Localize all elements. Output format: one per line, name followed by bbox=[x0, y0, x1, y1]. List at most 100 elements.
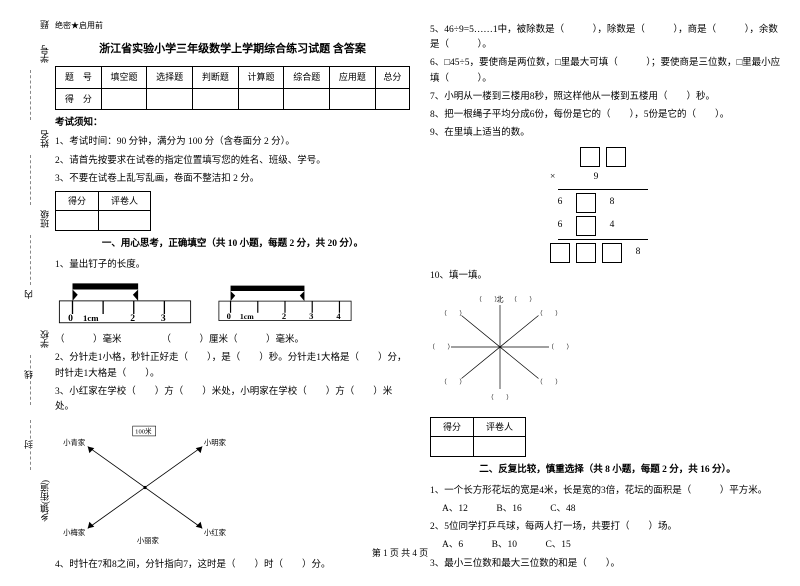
blank-box bbox=[580, 147, 600, 167]
blank-box bbox=[576, 193, 596, 213]
cell: 得分 bbox=[431, 417, 474, 436]
margin-cut-feng: 封 bbox=[22, 440, 35, 449]
page-footer: 第 1 页 共 4 页 bbox=[0, 546, 800, 559]
secret-label: 绝密★启用前 bbox=[55, 20, 410, 33]
margin-label-xuehao: 学号 bbox=[38, 45, 51, 63]
cell: 判断题 bbox=[193, 67, 239, 88]
multiplication-work: × 9 6 8 6 4 8 bbox=[550, 147, 785, 262]
margin-line bbox=[30, 70, 31, 120]
svg-text:0: 0 bbox=[68, 313, 73, 324]
svg-text:（ ）: （ ） bbox=[487, 394, 512, 401]
ruler-a-icon: 0 1cm 2 3 bbox=[55, 279, 195, 327]
blank-box bbox=[576, 216, 596, 236]
margin-line bbox=[30, 420, 31, 470]
margin-line bbox=[30, 235, 31, 285]
svg-text:3: 3 bbox=[161, 313, 166, 324]
q2: 2、分针走1小格，秒针正好走（ ），是（ ）秒。分针走1大格是（ ）分，时针走1… bbox=[55, 351, 410, 381]
q9: 9、在里填上适当的数。 bbox=[430, 126, 785, 141]
cell bbox=[99, 211, 151, 230]
digit: 9 bbox=[586, 170, 606, 185]
margin-cut-nei: 内 bbox=[22, 290, 35, 299]
cell bbox=[147, 88, 193, 109]
cell bbox=[56, 211, 99, 230]
digit: 8 bbox=[602, 195, 622, 210]
score-table: 题 号 填空题 选择题 判断题 计算题 综合题 应用题 总分 得 分 bbox=[55, 66, 410, 110]
left-column: 绝密★启用前 浙江省实验小学三年级数学上学期综合练习试题 含答案 题 号 填空题… bbox=[55, 20, 410, 576]
mult-sign: × bbox=[550, 170, 560, 185]
digit: 4 bbox=[602, 218, 622, 233]
svg-text:（ ）: （ ） bbox=[441, 310, 466, 317]
q8: 8、把一根绳子平均分成6份，每份是它的（ ），5份是它的（ ）。 bbox=[430, 108, 785, 123]
svg-text:小红家: 小红家 bbox=[204, 528, 227, 537]
cell bbox=[431, 437, 474, 456]
marker-table: 得分评卷人 bbox=[55, 191, 151, 231]
marker-table-2: 得分评卷人 bbox=[430, 417, 526, 457]
margin-label-class: 班级 bbox=[38, 210, 51, 228]
blank-box bbox=[550, 243, 570, 263]
q10: 10、填一填。 bbox=[430, 269, 785, 284]
exam-title: 浙江省实验小学三年级数学上学期综合练习试题 含答案 bbox=[55, 41, 410, 59]
svg-text:小青家: 小青家 bbox=[63, 438, 86, 447]
svg-text:2: 2 bbox=[282, 311, 286, 321]
svg-text:北: 北 bbox=[497, 295, 504, 303]
svg-text:3: 3 bbox=[309, 311, 313, 321]
q6: 6、□45÷5，要使商是两位数，□里最大可填（ ）；要使商是三位数，□里最小应填… bbox=[430, 56, 785, 86]
svg-text:0: 0 bbox=[227, 311, 231, 321]
cell bbox=[330, 88, 376, 109]
ruler-a-label: （ ）毫米 bbox=[55, 333, 122, 348]
digit: 8 bbox=[628, 245, 648, 260]
notice-item: 1、考试时间：90 分钟，满分为 100 分（含卷面分 2 分）。 bbox=[55, 135, 410, 150]
cell: 计算题 bbox=[238, 67, 284, 88]
cell: 得 分 bbox=[56, 88, 102, 109]
q1: 1、量出钉子的长度。 bbox=[55, 258, 410, 273]
cell: 总分 bbox=[375, 67, 409, 88]
section2-heading: 二、反复比较，慎重选择（共 8 小题，每题 2 分，共 16 分）。 bbox=[430, 463, 785, 478]
margin-line bbox=[30, 355, 31, 405]
notice-item: 2、请首先按要求在试卷的指定位置填写您的姓名、班级、学号。 bbox=[55, 154, 410, 169]
q4: 4、时针在7和8之间，分针指向7，这时是（ ）时（ ）分。 bbox=[55, 558, 410, 573]
blank-box bbox=[576, 243, 596, 263]
cell bbox=[474, 437, 526, 456]
svg-text:（ ）: （ ） bbox=[548, 344, 570, 351]
svg-text:1cm: 1cm bbox=[83, 313, 99, 323]
cell: 应用题 bbox=[330, 67, 376, 88]
margin-cut-xian: 线 bbox=[22, 370, 35, 379]
svg-text:小梅家: 小梅家 bbox=[63, 528, 86, 537]
q3: 3、小红家在学校（ ）方（ ）米处，小明家在学校（ ）方（ ）米处。 bbox=[55, 385, 410, 415]
cell: 选择题 bbox=[147, 67, 193, 88]
blank-box bbox=[606, 147, 626, 167]
svg-text:1cm: 1cm bbox=[240, 312, 254, 321]
cell bbox=[375, 88, 409, 109]
digit: 6 bbox=[550, 218, 570, 233]
cell: 综合题 bbox=[284, 67, 330, 88]
cell: 填空题 bbox=[101, 67, 147, 88]
s2q2: 2、5位同学打乒乓球，每两人打一场，共要打（ ）场。 bbox=[430, 520, 785, 535]
q7: 7、小明从一楼到三楼用8秒，照这样他从一楼到五楼用（ ）秒。 bbox=[430, 90, 785, 105]
ruler-b-icon: 0 1cm 2 3 4 bbox=[215, 279, 355, 327]
compass-icon: （ ） 北 （ ） （ ） （ ） （ ） （ ） （ ） （ ） （ ） bbox=[430, 291, 570, 403]
cell: 得分 bbox=[56, 191, 99, 210]
s2q1: 1、一个长方形花坛的宽是4米，长是宽的3倍，花坛的面积是（ ）平方米。 bbox=[430, 484, 785, 499]
notice-item: 3、不要在试卷上乱写乱画，卷面不整洁扣 2 分。 bbox=[55, 172, 410, 187]
binding-margin: 题 学号 姓名 班级 内 学校 线 封 乡镇(街道) bbox=[0, 0, 55, 565]
digit: 6 bbox=[550, 195, 570, 210]
notice-heading: 考试须知： bbox=[55, 116, 410, 131]
section1-heading: 一、用心思考，正确填空（共 10 小题，每题 2 分，共 20 分）。 bbox=[55, 237, 410, 252]
svg-text:小丽家: 小丽家 bbox=[137, 536, 160, 545]
direction-diagram-icon: 100米 小明家 小青家 小红家 小梅家 小丽家 bbox=[55, 422, 235, 545]
cell: 评卷人 bbox=[99, 191, 151, 210]
cell bbox=[238, 88, 284, 109]
ruler-b-label: （ ）厘米（ ）毫米。 bbox=[162, 333, 305, 348]
svg-text:4: 4 bbox=[336, 311, 341, 321]
cell: 题 号 bbox=[56, 67, 102, 88]
s2q1-options: A、12 B、16 C、48 bbox=[430, 502, 785, 517]
margin-line bbox=[30, 155, 31, 205]
blank-box bbox=[602, 243, 622, 263]
margin-label-town: 乡镇(街道) bbox=[38, 480, 51, 522]
q5: 5、46÷9=5……1中，被除数是（ ），除数是（ ），商是（ ），余数是（ ）… bbox=[430, 23, 785, 53]
svg-text:（ ）: （ ） bbox=[536, 379, 561, 386]
svg-text:（ ）: （ ） bbox=[536, 310, 561, 317]
svg-text:（ ）: （ ） bbox=[430, 344, 454, 351]
cell: 评卷人 bbox=[474, 417, 526, 436]
svg-text:2: 2 bbox=[130, 313, 135, 324]
